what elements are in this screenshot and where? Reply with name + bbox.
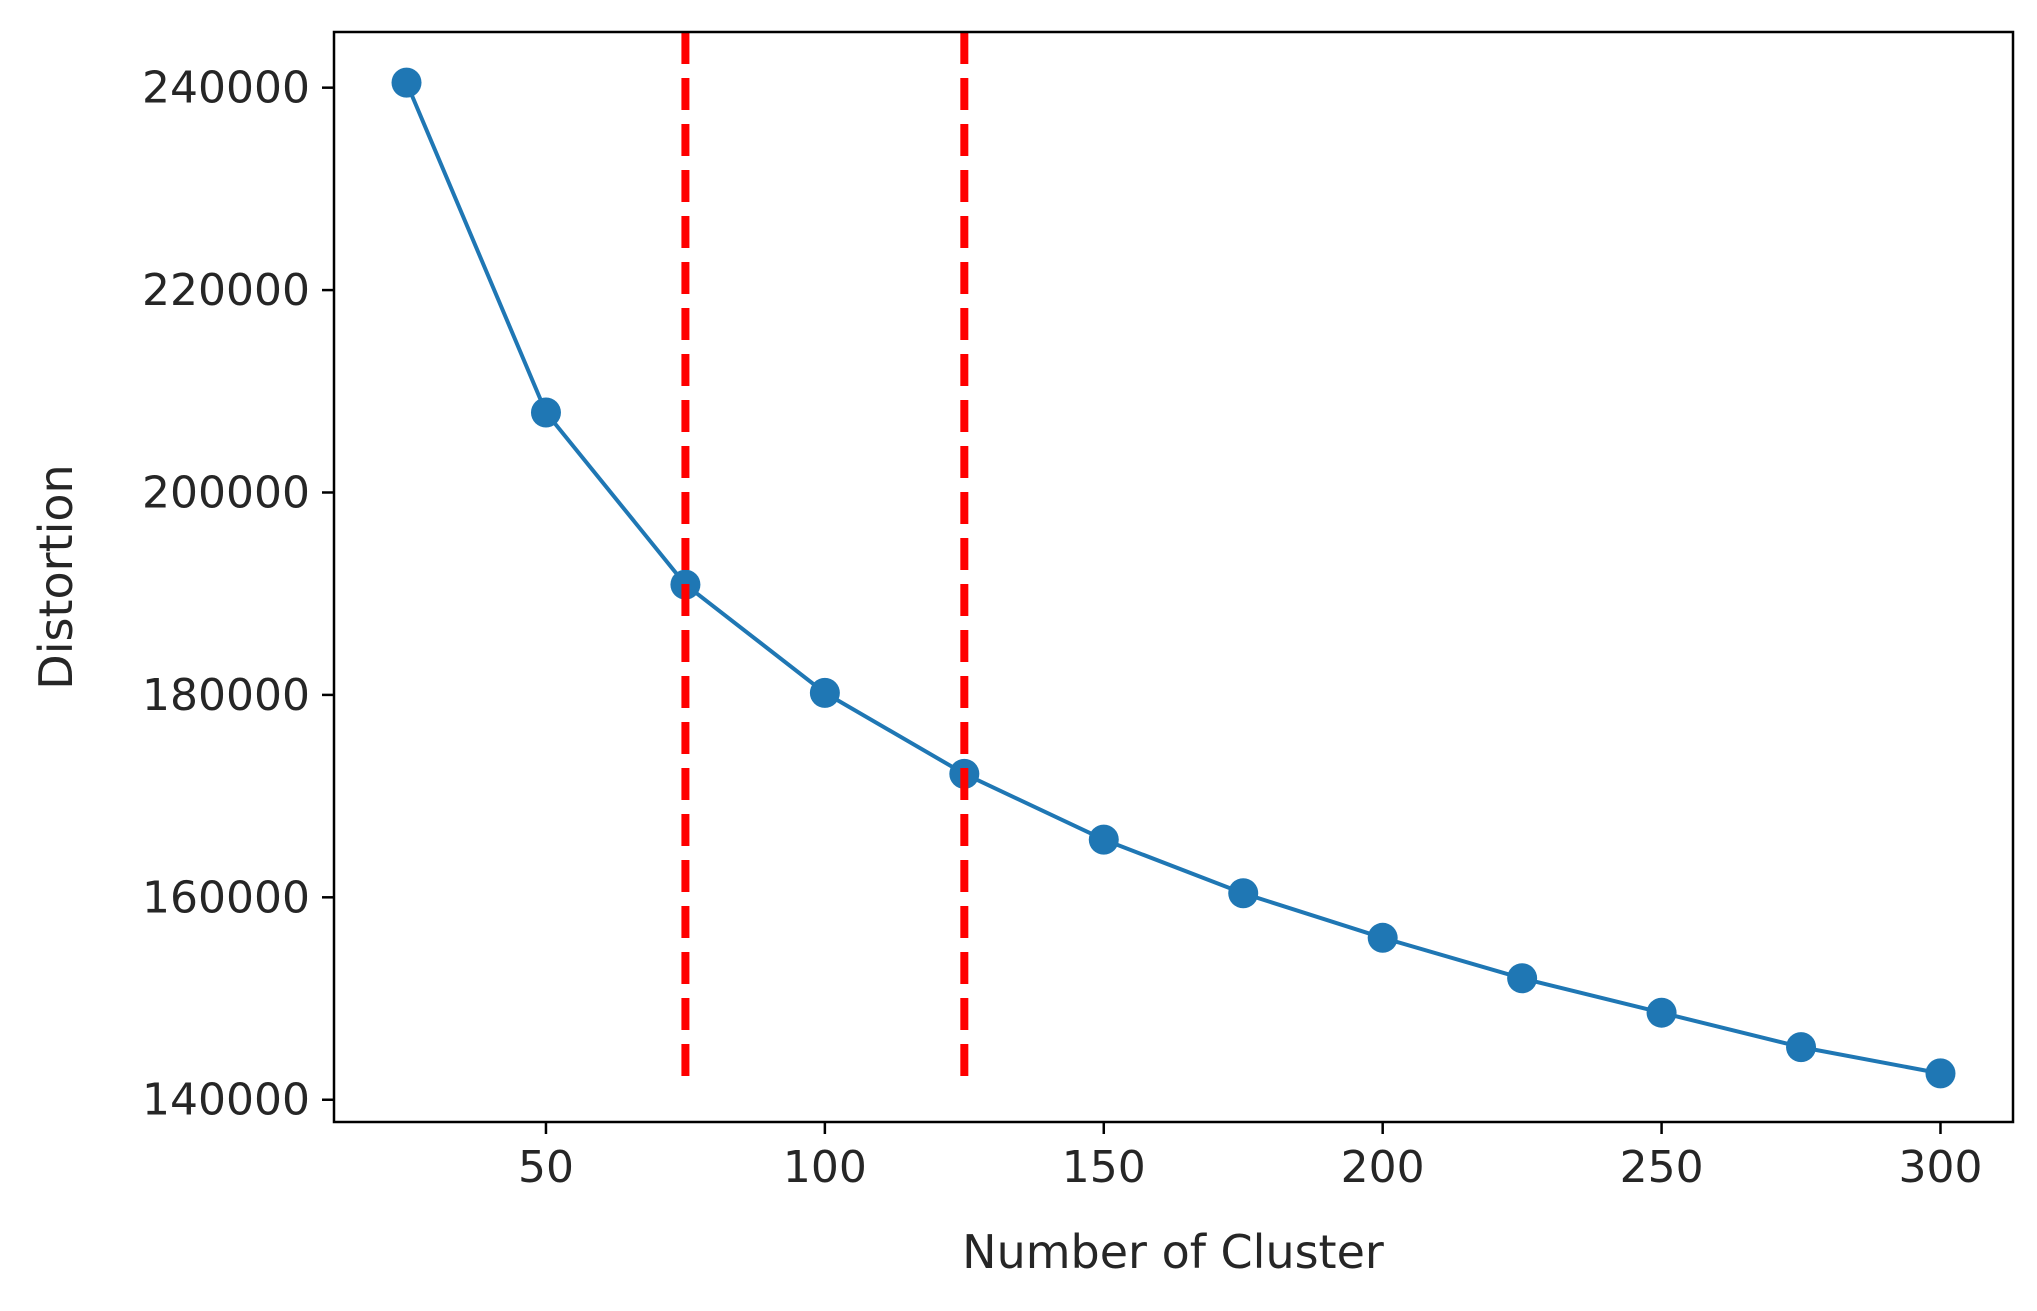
plot-area xyxy=(391,32,1956,1089)
x-tick-label: 100 xyxy=(783,1142,867,1193)
data-point xyxy=(1925,1058,1956,1089)
y-axis: 140000 160000 180000 200000 220000 240000 xyxy=(142,63,334,1126)
data-point xyxy=(1367,922,1398,953)
y-tick-label: 220000 xyxy=(142,265,310,316)
y-tick-label: 200000 xyxy=(142,467,310,518)
x-tick-label: 200 xyxy=(1341,1142,1425,1193)
data-point xyxy=(530,397,561,428)
x-tick-label: 250 xyxy=(1620,1142,1704,1193)
data-point xyxy=(1507,963,1538,994)
data-point xyxy=(1646,997,1677,1028)
y-tick-label: 160000 xyxy=(142,872,310,923)
x-axis: 50 100 150 200 250 300 xyxy=(518,1122,1982,1193)
data-point xyxy=(1088,824,1119,855)
plot-frame xyxy=(332,30,2015,1124)
data-point xyxy=(391,67,422,98)
data-point xyxy=(1228,878,1259,909)
series-line xyxy=(404,81,1941,1076)
y-tick-label: 180000 xyxy=(142,670,310,721)
x-tick-label: 300 xyxy=(1898,1142,1982,1193)
x-tick-label: 50 xyxy=(518,1142,574,1193)
x-tick-label: 150 xyxy=(1062,1142,1146,1193)
x-axis-label: Number of Cluster xyxy=(962,1225,1384,1279)
y-tick-label: 140000 xyxy=(142,1075,310,1126)
data-point xyxy=(1786,1032,1817,1063)
y-tick-label: 240000 xyxy=(142,63,310,114)
y-axis-label: Distortion xyxy=(29,464,83,689)
data-point xyxy=(809,677,840,708)
